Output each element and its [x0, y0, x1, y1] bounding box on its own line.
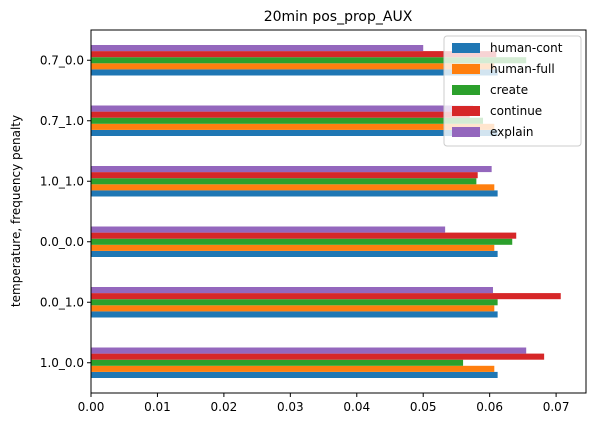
bar-human-cont-0.7_0.0	[91, 69, 498, 76]
bar-explain-0.0_0.0	[91, 226, 446, 233]
bar-create-0.0_1.0	[91, 299, 498, 306]
legend-label-explain: explain	[490, 125, 534, 139]
x-tick-label: 0.07	[543, 400, 570, 414]
bar-create-0.0_0.0	[91, 238, 513, 245]
legend-swatch-explain	[452, 127, 480, 137]
y-tick-label: 0.7_1.0	[40, 114, 84, 128]
bar-create-0.7_0.0	[91, 57, 527, 64]
y-tick-label: 0.0_1.0	[40, 295, 84, 309]
bar-human-cont-0.7_1.0	[91, 129, 498, 136]
bar-create-1.0_1.0	[91, 178, 477, 185]
legend-swatch-human-cont	[452, 43, 480, 53]
y-tick-label: 0.0_0.0	[40, 235, 84, 249]
bar-human-cont-0.0_1.0	[91, 311, 498, 318]
x-axis: 0.00 0.01 0.02 0.03 0.04 0.05 0.06 0.07	[78, 393, 570, 414]
bar-human-full-1.0_0.0	[91, 365, 495, 372]
y-tick-label: 0.7_0.0	[40, 53, 84, 67]
bar-explain-1.0_1.0	[91, 166, 492, 173]
bar-explain-0.0_1.0	[91, 287, 493, 294]
bar-human-full-0.0_1.0	[91, 305, 495, 312]
chart-title: 20min pos_prop_AUX	[264, 9, 413, 25]
bar-explain-0.7_1.0	[91, 105, 474, 112]
legend: human-cont human-full create continue explai…	[443, 35, 582, 147]
bar-create-1.0_0.0	[91, 359, 464, 366]
legend-label-continue: continue	[490, 104, 542, 118]
bar-continue-0.0_0.0	[91, 232, 517, 239]
y-tick-label: 1.0_0.0	[40, 356, 84, 370]
x-tick-label: 0.00	[78, 400, 105, 414]
bar-continue-1.0_1.0	[91, 172, 478, 179]
bar-human-full-1.0_1.0	[91, 184, 495, 191]
bar-create-0.7_1.0	[91, 117, 484, 124]
legend-box	[443, 35, 582, 147]
legend-swatch-create	[452, 85, 480, 95]
y-axis: 1.0_0.0 0.0_1.0 0.0_0.0 1.0_1.0 0.7_1.0 0.7_0…	[40, 53, 91, 370]
bar-human-full-0.7_1.0	[91, 123, 495, 130]
bars-group	[91, 45, 561, 378]
legend-label-human-cont: human-cont	[490, 41, 563, 55]
x-tick-label: 0.01	[144, 400, 171, 414]
plot-frame	[90, 29, 587, 394]
x-tick-label: 0.04	[343, 400, 370, 414]
y-tick-label: 1.0_1.0	[40, 174, 84, 188]
x-tick-label: 0.03	[277, 400, 304, 414]
bar-explain-0.7_0.0	[91, 45, 424, 52]
legend-label-create: create	[490, 83, 528, 97]
y-axis-label: temperature, frequency penalty	[9, 115, 23, 307]
bar-continue-0.7_1.0	[91, 111, 470, 118]
bar-explain-1.0_0.0	[91, 347, 527, 354]
bar-continue-0.7_0.0	[91, 51, 497, 58]
bar-continue-1.0_0.0	[91, 353, 545, 360]
x-tick-label: 0.06	[476, 400, 503, 414]
bar-human-full-0.0_0.0	[91, 244, 495, 251]
bar-human-cont-1.0_0.0	[91, 371, 498, 378]
legend-swatch-continue	[452, 106, 480, 116]
bar-human-full-0.7_0.0	[91, 63, 495, 70]
bar-continue-0.0_1.0	[91, 293, 561, 300]
x-tick-label: 0.05	[410, 400, 437, 414]
bar-human-cont-0.0_0.0	[91, 250, 498, 257]
bar-human-cont-1.0_1.0	[91, 190, 498, 197]
legend-swatch-human-full	[452, 64, 480, 74]
x-tick-label: 0.02	[211, 400, 238, 414]
legend-label-human-full: human-full	[490, 62, 555, 76]
